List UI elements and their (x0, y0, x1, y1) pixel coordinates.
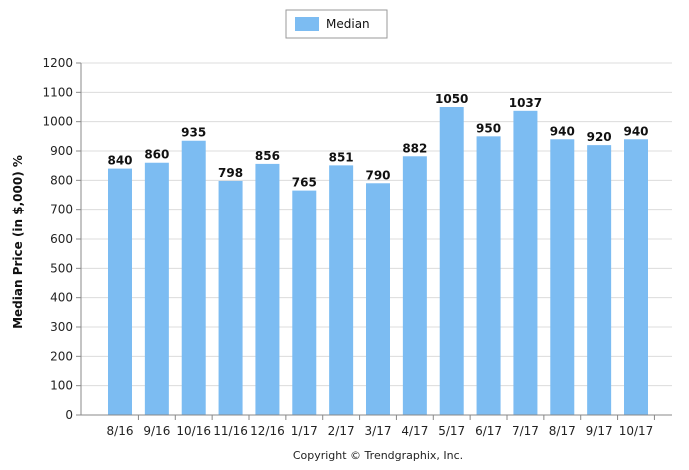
x-tick-label: 1/17 (291, 424, 318, 438)
x-tick-label: 3/17 (365, 424, 392, 438)
x-tick-label: 4/17 (401, 424, 428, 438)
y-tick-label: 100 (50, 379, 73, 393)
axes (80, 63, 672, 416)
bar-value-label: 935 (181, 126, 206, 140)
bar-value-label: 840 (107, 154, 132, 168)
legend-swatch (295, 17, 319, 31)
legend: Median (285, 9, 388, 39)
y-tick-label: 200 (50, 349, 73, 363)
bar-value-label: 950 (476, 121, 501, 135)
bar-value-label: 798 (218, 166, 243, 180)
bar-value-label: 1037 (509, 96, 542, 110)
bar (218, 180, 243, 415)
y-tick-label: 800 (50, 173, 73, 187)
y-tick-label: 400 (50, 291, 73, 305)
bar (292, 190, 317, 415)
bar-value-label: 856 (255, 149, 280, 163)
bar-value-label: 920 (587, 130, 612, 144)
bar (624, 139, 648, 415)
x-tick-label: 9/16 (143, 424, 170, 438)
y-axis-title: Median Price (in $,000) % (11, 155, 25, 329)
y-tick-label: 0 (65, 408, 73, 422)
x-tick-label: 8/16 (107, 424, 134, 438)
copyright-text: Copyright © Trendgraphix, Inc. (293, 449, 463, 462)
y-tick-label: 500 (50, 261, 73, 275)
bar (476, 136, 501, 416)
bar-value-label: 765 (292, 176, 317, 190)
x-tick-label: 8/17 (549, 424, 576, 438)
y-tick-label: 700 (50, 203, 73, 217)
bar-value-label: 851 (329, 150, 354, 164)
bar-value-label: 940 (623, 124, 648, 138)
bars (108, 107, 648, 416)
legend-label: Median (326, 17, 370, 31)
x-tick-label: 6/17 (475, 424, 502, 438)
bar-value-label: 882 (402, 141, 427, 155)
x-tick-label: 10/17 (619, 424, 654, 438)
y-tick-label: 1100 (42, 85, 73, 99)
y-tick-label: 1000 (42, 115, 73, 129)
bar-value-labels: 840 860 935 798 856 765 851 790 882 1050 950 1037 94… (107, 92, 648, 190)
bar (255, 163, 280, 415)
bar (402, 156, 427, 415)
bar (366, 183, 390, 415)
x-tick-label: 10/16 (176, 424, 211, 438)
y-axis-ticks: 0 100 200 300 400 500 600 700 800 900 1000 1100 1200 (42, 56, 81, 422)
y-tick-label: 600 (50, 232, 73, 246)
bar (144, 162, 169, 415)
x-tick-label: 5/17 (438, 424, 465, 438)
x-tick-label: 2/17 (328, 424, 355, 438)
bar (439, 107, 464, 415)
bar-value-label: 790 (365, 168, 390, 182)
bar-value-label: 860 (144, 148, 169, 162)
bar (108, 168, 132, 415)
x-axis-ticks: 8/16 9/16 10/16 11/16 12/16 1/17 2/17 3/17 4/17 5… (107, 415, 655, 438)
bar (550, 139, 575, 415)
bar-value-label: 940 (550, 124, 575, 138)
x-tick-label: 7/17 (512, 424, 539, 438)
bar (513, 110, 538, 416)
y-tick-label: 300 (50, 320, 73, 334)
x-tick-label: 9/17 (586, 424, 613, 438)
x-tick-label: 11/16 (213, 424, 248, 438)
bar (587, 145, 612, 415)
bar (329, 165, 354, 415)
x-tick-label: 12/16 (250, 424, 285, 438)
bar (181, 140, 206, 415)
y-tick-label: 900 (50, 144, 73, 158)
bar-value-label: 1050 (435, 92, 468, 106)
y-tick-label: 1200 (42, 56, 73, 70)
